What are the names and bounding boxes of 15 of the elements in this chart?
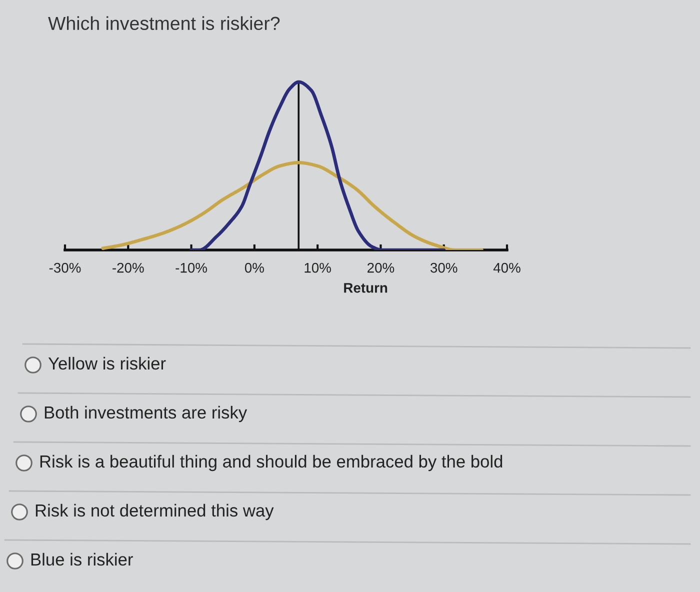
x-tick-label: 10% xyxy=(304,262,331,273)
text: Risk is a beautiful thing and should be embraced by the bold xyxy=(40,454,502,472)
x-tick-label: -10% xyxy=(176,262,208,273)
x-tick-label: 0% xyxy=(244,262,264,273)
x-tick-label: 40% xyxy=(493,262,520,273)
chart-title: Which investment is riskier? xyxy=(48,16,280,30)
text: Blue is riskier xyxy=(31,552,133,566)
x-tick-label: -30% xyxy=(49,262,81,273)
x-tick-label: 20% xyxy=(368,262,394,273)
x-tick-label: 30% xyxy=(430,262,458,273)
text: Yellow is riskier xyxy=(48,356,166,370)
x-tick-label: -20% xyxy=(112,262,144,273)
text: Risk is not determined this way xyxy=(36,504,274,520)
text: Both investments are risky xyxy=(44,406,248,422)
x-axis-title: Return xyxy=(344,283,388,293)
